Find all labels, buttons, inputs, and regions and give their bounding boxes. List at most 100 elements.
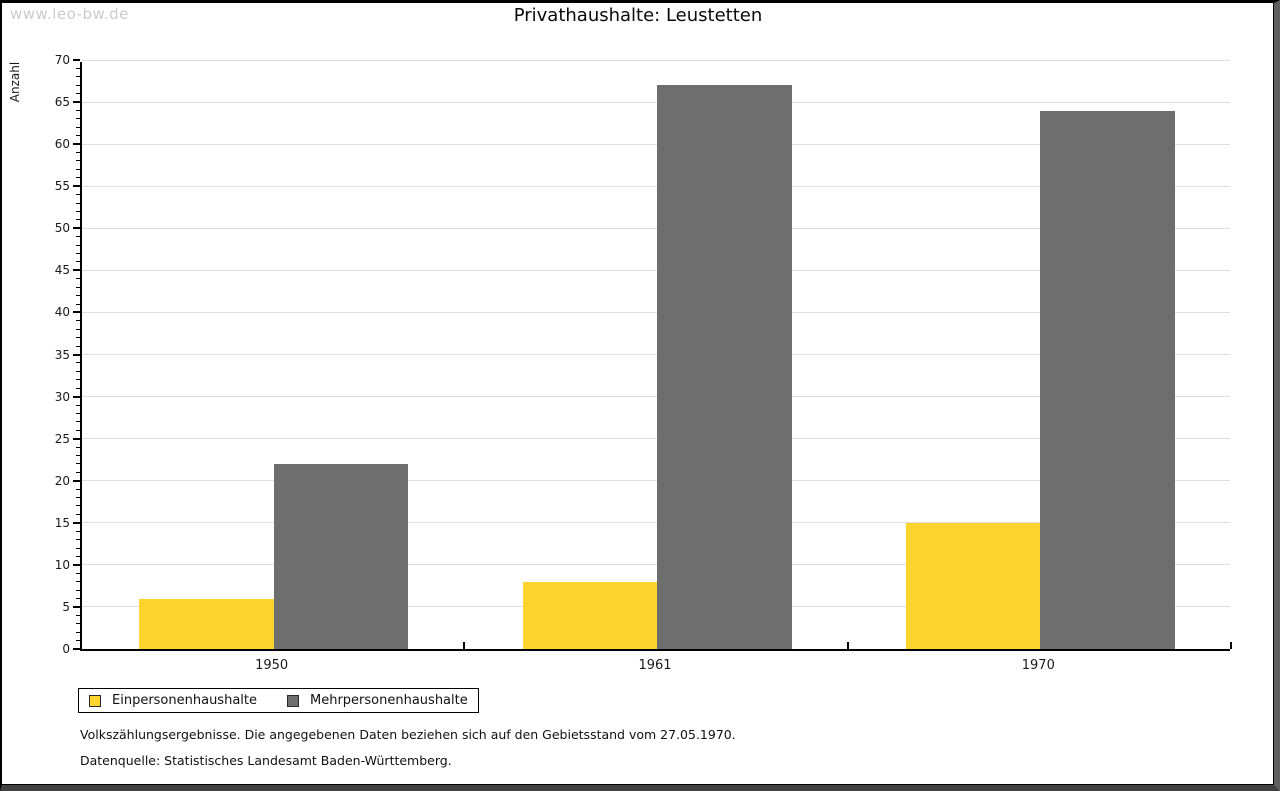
bar-einpersonenhaushalte-1970 — [905, 522, 1041, 649]
y-tick-minor-38 — [76, 328, 80, 330]
y-tick-label-55: 55 — [54, 179, 70, 194]
y-tick-label-35: 35 — [54, 347, 70, 362]
bar-einpersonenhaushalte-1961 — [522, 581, 657, 649]
y-tick-minor-33 — [76, 370, 80, 372]
legend-label: Einpersonenhaushalte — [112, 693, 257, 708]
y-tick-minor-12 — [76, 547, 80, 549]
y-tick-minor-28 — [76, 412, 80, 414]
y-tick-label-15: 15 — [54, 515, 70, 530]
y-tick-minor-24 — [76, 446, 80, 448]
footnote-line2: Datenquelle: Statistisches Landesamt Bad… — [80, 753, 452, 768]
y-tick-major-25 — [73, 437, 80, 440]
gridline-y-10 — [82, 564, 1230, 566]
y-tick-major-45 — [73, 269, 80, 272]
y-tick-minor-57 — [76, 168, 80, 170]
y-tick-label-40: 40 — [54, 305, 70, 320]
y-tick-minor-69 — [76, 67, 80, 69]
y-tick-major-50 — [73, 227, 80, 230]
y-tick-minor-31 — [76, 387, 80, 389]
y-tick-major-55 — [73, 185, 80, 188]
y-tick-minor-46 — [76, 261, 80, 263]
y-tick-minor-13 — [76, 539, 80, 541]
gridline-y-45 — [82, 269, 1230, 271]
y-tick-label-5: 5 — [62, 599, 70, 614]
gridline-y-20 — [82, 480, 1230, 482]
y-tick-minor-53 — [76, 202, 80, 204]
y-tick-minor-27 — [76, 421, 80, 423]
y-tick-minor-26 — [76, 429, 80, 431]
bar-einpersonenhaushalte-1950 — [139, 598, 274, 649]
y-tick-minor-39 — [76, 320, 80, 322]
y-tick-minor-62 — [76, 126, 80, 128]
legend-label: Mehrpersonenhaushalte — [310, 693, 468, 708]
y-tick-major-40 — [73, 311, 80, 314]
x-axis-label-1961: 1961 — [638, 658, 672, 673]
legend-swatch-mehrpersonenhaushalte — [287, 694, 299, 707]
y-tick-major-65 — [73, 101, 80, 104]
y-tick-label-45: 45 — [54, 263, 70, 278]
y-tick-minor-18 — [76, 497, 80, 499]
y-tick-minor-16 — [76, 513, 80, 515]
gridline-y-70 — [82, 59, 1230, 61]
y-tick-major-5 — [73, 605, 80, 608]
y-tick-major-70 — [73, 59, 80, 61]
y-tick-label-10: 10 — [54, 557, 70, 572]
gridline-y-25 — [82, 438, 1230, 440]
y-tick-label-65: 65 — [54, 95, 70, 110]
y-tick-major-20 — [73, 479, 80, 482]
footnote-line1: Volkszählungsergebnisse. Die angegebenen… — [80, 727, 736, 742]
y-tick-minor-6 — [76, 598, 80, 600]
y-tick-minor-22 — [76, 463, 80, 465]
y-tick-label-20: 20 — [54, 473, 70, 488]
y-tick-minor-43 — [76, 286, 80, 288]
y-tick-minor-3 — [76, 623, 80, 625]
plot-area: 0 5 10 15 20 25 30 35 40 45 50 55 60 65 70 — [55, 53, 1232, 656]
y-tick-major-0 — [73, 648, 80, 650]
legend-swatch-einpersonenhaushalte — [89, 694, 101, 707]
y-tick-label-50: 50 — [54, 221, 70, 236]
x-tick-1 — [463, 642, 466, 649]
x-axis-label-1950: 1950 — [255, 658, 289, 673]
y-tick-minor-49 — [76, 236, 80, 238]
y-tick-major-10 — [73, 563, 80, 566]
y-tick-minor-32 — [76, 379, 80, 381]
y-tick-minor-48 — [76, 244, 80, 246]
y-tick-minor-64 — [76, 110, 80, 111]
y-tick-minor-11 — [76, 555, 80, 557]
y-tick-minor-54 — [76, 194, 80, 196]
y-tick-minor-8 — [76, 581, 80, 583]
page-title: Privathaushalte: Leustetten — [513, 5, 763, 26]
y-tick-label-25: 25 — [54, 431, 70, 446]
x-tick-3 — [1230, 642, 1232, 649]
y-tick-minor-63 — [76, 118, 80, 120]
gridline-y-65 — [82, 101, 1230, 103]
legend-item-einpersonenhaushalte: Einpersonenhaushalte — [89, 693, 257, 708]
y-tick-minor-59 — [76, 152, 80, 154]
y-tick-minor-19 — [76, 488, 80, 490]
y-tick-label-60: 60 — [54, 137, 70, 152]
y-tick-minor-1 — [76, 640, 80, 642]
y-tick-minor-23 — [76, 454, 80, 456]
legend: Einpersonenhaushalte Mehrpersonenhaushal… — [78, 688, 479, 713]
y-tick-major-30 — [73, 395, 80, 398]
y-tick-major-60 — [73, 143, 80, 146]
y-tick-minor-29 — [76, 404, 80, 406]
y-tick-minor-9 — [76, 572, 80, 574]
y-tick-major-35 — [73, 353, 80, 356]
y-tick-minor-36 — [76, 345, 80, 347]
gridline-y-15 — [82, 522, 1230, 524]
y-tick-minor-34 — [76, 362, 80, 364]
legend-item-mehrpersonenhaushalte: Mehrpersonenhaushalte — [287, 693, 468, 708]
gridline-y-60 — [82, 143, 1230, 145]
y-tick-minor-66 — [76, 93, 80, 95]
gridline-y-55 — [82, 185, 1230, 187]
x-axis-label-1970: 1970 — [1021, 658, 1055, 673]
y-tick-minor-47 — [76, 253, 80, 255]
y-tick-minor-67 — [76, 84, 80, 86]
y-tick-minor-17 — [76, 505, 80, 507]
watermark: www.leo-bw.de — [10, 5, 129, 23]
y-tick-label-0: 0 — [62, 642, 70, 656]
y-tick-minor-4 — [76, 614, 80, 616]
bar-mehrpersonenhaushalte-1950 — [273, 463, 409, 649]
